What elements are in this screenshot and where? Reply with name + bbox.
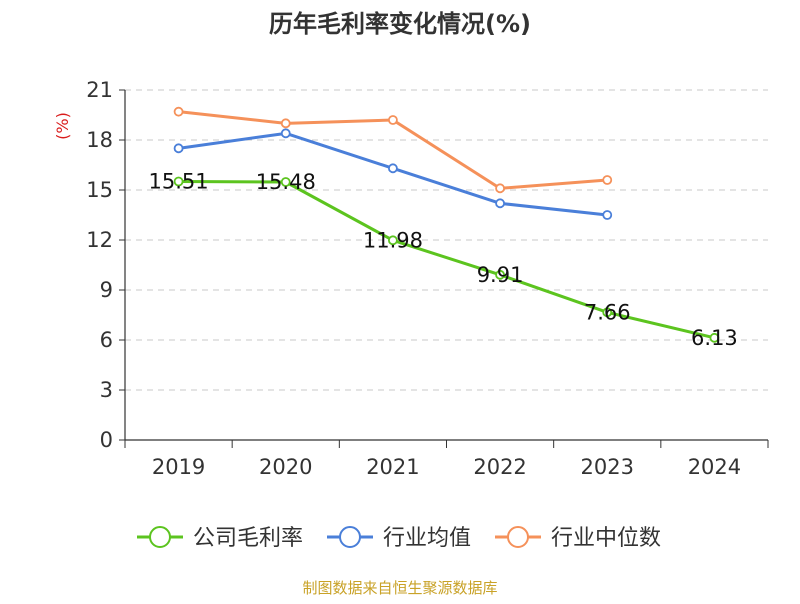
series-lines [173, 106, 720, 343]
series-1-point [173, 143, 184, 154]
x-tick-label-2022: 2022 [473, 455, 526, 479]
series-2-point [602, 175, 613, 185]
y-tick-label: 6 [100, 328, 113, 352]
series-1-point [388, 163, 398, 174]
data-label: 9.91 [477, 263, 524, 287]
y-tick-label: 9 [100, 278, 113, 302]
y-tick-label: 0 [100, 428, 113, 452]
x-tick-label-2020: 2020 [259, 455, 312, 479]
series-0-point [602, 307, 613, 318]
legend[interactable]: 公司毛利率 行业均值 行业中位数 [137, 526, 661, 551]
data-label: 11.98 [363, 228, 423, 252]
data-label: 7.66 [584, 300, 631, 324]
legend-marker-icon [507, 526, 529, 548]
grid-lines [125, 89, 768, 391]
series-0-point [173, 176, 184, 187]
data-labels: 15.51 15.48 11.98 9.91 7.66 6.13 [149, 170, 738, 350]
y-tick-label: 18 [86, 128, 113, 152]
x-tick-label-2019: 2019 [152, 455, 205, 479]
data-label: 15.48 [256, 170, 316, 194]
x-tick-label-2021: 2021 [366, 455, 419, 479]
y-tick-label: 3 [100, 378, 113, 402]
series-2-point [173, 106, 184, 117]
x-tick-label-2023: 2023 [581, 455, 634, 479]
series-0-point [495, 269, 505, 280]
legend-label: 行业中位数 [551, 526, 661, 551]
legend-item-1[interactable]: 行业均值 [327, 526, 471, 551]
series-1-point [495, 198, 505, 209]
y-axis-unit-label: (%) [53, 112, 72, 140]
series-line-1 [177, 131, 609, 217]
data-label: 15.51 [149, 170, 209, 194]
data-label: 6.13 [691, 326, 738, 350]
chart-title: 历年毛利率变化情况(%) [269, 10, 531, 38]
series-line-0 [177, 180, 716, 340]
series-0-point [709, 332, 720, 343]
series-2-point [495, 183, 505, 194]
legend-label: 行业均值 [383, 526, 471, 551]
source-note: 制图数据来自恒生聚源数据库 [302, 579, 497, 597]
legend-marker-icon [149, 526, 171, 548]
legend-marker-icon [339, 526, 361, 548]
series-1-point [602, 210, 613, 220]
series-0-point [388, 235, 398, 246]
y-tick-label: 15 [86, 178, 113, 202]
legend-item-2[interactable]: 行业中位数 [495, 526, 661, 551]
series-1-point [280, 128, 291, 139]
y-tick-label: 12 [86, 228, 113, 252]
series-0-point [280, 177, 291, 187]
x-tick-label-2024: 2024 [688, 455, 741, 479]
legend-item-0[interactable]: 公司毛利率 [137, 526, 303, 551]
legend-label: 公司毛利率 [193, 526, 303, 551]
series-2-point [280, 118, 291, 129]
y-tick-label: 21 [86, 78, 113, 102]
series-2-point [388, 115, 398, 125]
axes: 0 3 6 9 12 15 18 21 2019 2020 2021 2022 2023 2024 [86, 78, 769, 479]
